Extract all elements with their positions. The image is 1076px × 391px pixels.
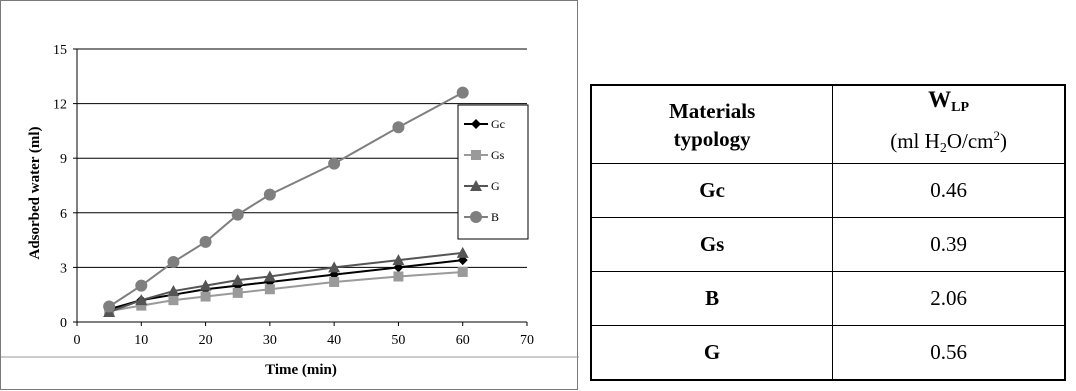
legend-label-g: G	[491, 179, 500, 193]
series-layer	[103, 86, 469, 317]
header-materials: Materials typology	[590, 84, 834, 164]
legend-label-gs: Gs	[491, 148, 505, 162]
data-point-gs	[457, 266, 468, 277]
data-point-g	[231, 274, 244, 286]
axes: 0 3 6 9 12 15 0 10 20 30 40 50 60 70	[53, 43, 534, 348]
data-point-g	[167, 285, 180, 297]
line-chart: 0 3 6 9 12 15 0 10 20 30 40 50 60 70 Gc Gs G B Time (min…	[1, 43, 579, 378]
wlp-table-panel: Materials typology WLP (ml H2O/cm2) Gc 0…	[590, 84, 1066, 381]
table-cell-value: 0.46	[832, 163, 1066, 218]
legend-marker-gs	[471, 150, 481, 160]
data-point-b	[456, 86, 469, 99]
series-line-gs	[108, 270, 463, 313]
series-line-g	[108, 251, 463, 313]
table-cell-value: 0.39	[832, 217, 1066, 272]
x-tick-label: 40	[327, 333, 341, 348]
wlp-subscript: LP	[951, 100, 970, 115]
data-point-b	[103, 300, 116, 313]
data-point-b	[328, 157, 341, 170]
data-point-gs	[264, 284, 275, 295]
x-tick-label: 50	[391, 333, 405, 348]
data-point-b	[231, 208, 244, 221]
table-cell-material: B	[590, 271, 834, 326]
unit-sup: 2	[993, 128, 1000, 143]
unit-part1: (ml H	[890, 129, 940, 153]
x-tick-label: 70	[520, 333, 534, 348]
table-cell-value: 2.06	[832, 271, 1066, 326]
y-axis-title: Adsorbed water (ml)	[27, 126, 43, 259]
wlp-table: Materials typology WLP (ml H2O/cm2) Gc 0…	[590, 84, 1066, 381]
table-row: Gc 0.46	[590, 163, 1066, 218]
data-point-b	[135, 279, 148, 292]
data-point-gs	[136, 300, 147, 311]
series-g	[103, 246, 469, 317]
x-tick-label: 60	[456, 333, 470, 348]
legend-marker-g	[470, 180, 482, 191]
table-cell-value: 0.56	[832, 325, 1066, 381]
series-b	[103, 86, 469, 313]
data-point-gs	[393, 271, 404, 282]
table-cell-material: Gc	[590, 163, 834, 218]
gridlines	[77, 48, 527, 268]
header-materials-line1: Materials	[668, 98, 756, 123]
data-point-b	[263, 188, 276, 201]
y-tick-label: 0	[60, 316, 67, 331]
data-point-gs	[168, 295, 179, 306]
table-row: G 0.56	[590, 325, 1066, 381]
data-point-g	[456, 246, 469, 258]
data-point-g	[392, 254, 405, 266]
data-point-b	[392, 121, 405, 134]
y-tick-label: 6	[60, 207, 67, 222]
header-wlp: WLP (ml H2O/cm2)	[832, 84, 1066, 164]
series-gc	[104, 255, 468, 315]
wlp-symbol: W	[928, 87, 952, 112]
y-tick-label: 3	[60, 261, 67, 276]
y-tick-label: 15	[53, 43, 67, 58]
data-point-gs	[232, 287, 243, 298]
table-row: Gs 0.39	[590, 217, 1066, 272]
unit-part2: O/cm	[946, 129, 994, 153]
x-tick-label: 10	[134, 333, 148, 348]
legend-label-b: B	[491, 210, 499, 224]
y-tick-label: 9	[60, 152, 67, 167]
data-point-gs	[200, 291, 211, 302]
data-point-g	[263, 270, 276, 282]
table-header-row: Materials typology WLP (ml H2O/cm2)	[590, 84, 1066, 164]
data-point-g	[199, 279, 212, 291]
chart-panel: 0 3 6 9 12 15 0 10 20 30 40 50 60 70 Gc Gs G B Time (min…	[0, 0, 579, 390]
x-tick-label: 20	[199, 333, 213, 348]
data-point-gs	[329, 276, 340, 287]
data-point-g	[135, 294, 148, 306]
legend-marker-gc	[471, 119, 481, 129]
x-axis-title: Time (min)	[265, 362, 337, 378]
x-tick-label: 0	[74, 333, 81, 348]
table-row: B 2.06	[590, 271, 1066, 326]
unit-sub: 2	[939, 141, 947, 156]
data-point-b	[167, 255, 180, 268]
legend-label-gc: Gc	[491, 117, 505, 131]
data-point-b	[199, 235, 212, 248]
table-cell-material: G	[590, 325, 834, 381]
series-gs	[104, 266, 468, 317]
header-wlp-unit: (ml H2O/cm2)	[833, 122, 1064, 163]
table-cell-material: Gs	[590, 217, 834, 272]
header-wlp-symbol: WLP	[833, 86, 1064, 122]
y-tick-label: 12	[53, 98, 67, 113]
data-point-g	[328, 261, 341, 273]
header-materials-line2: typology	[673, 126, 751, 151]
x-tick-label: 30	[263, 333, 277, 348]
legend-marker-b	[470, 211, 482, 223]
unit-part3: )	[999, 129, 1007, 153]
legend: Gc Gs G B	[457, 104, 529, 240]
